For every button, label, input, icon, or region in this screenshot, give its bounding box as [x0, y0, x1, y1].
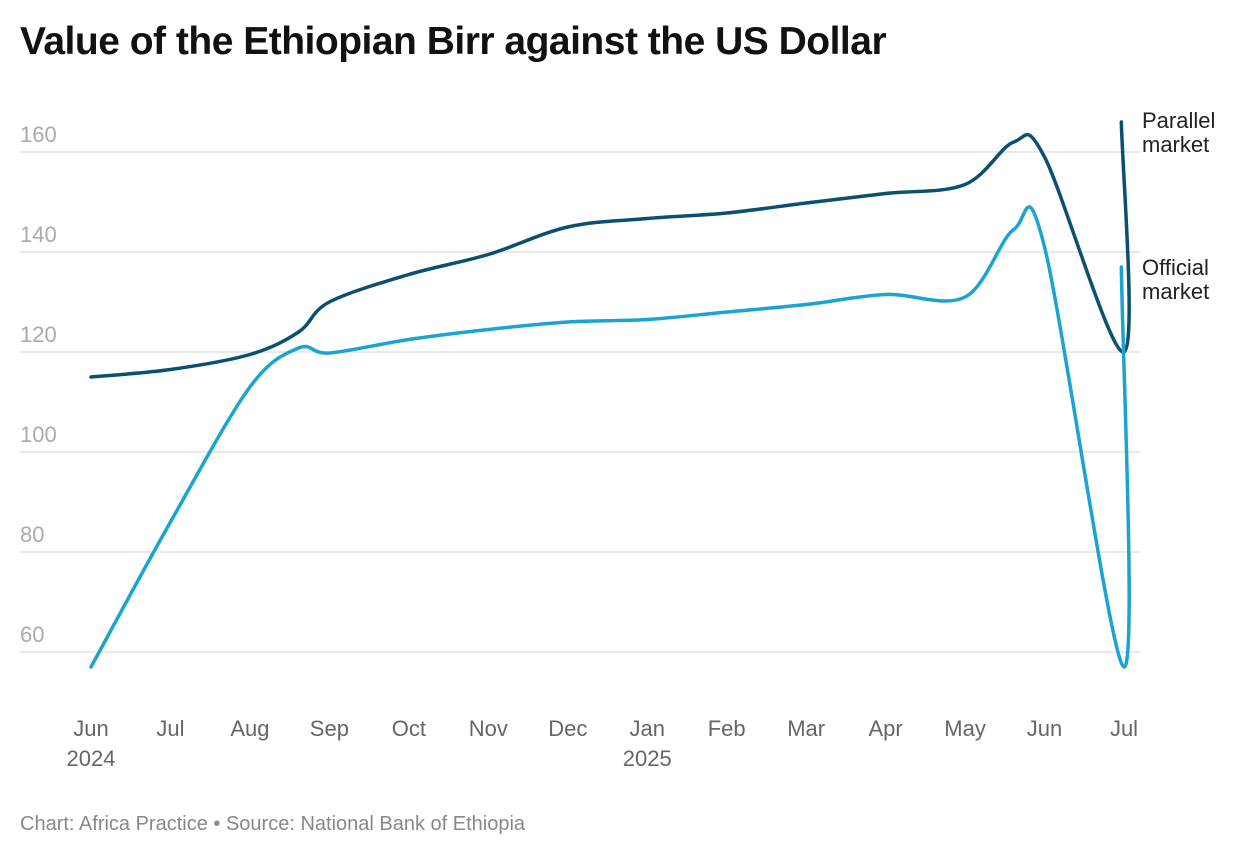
y-tick-label: 120: [20, 322, 57, 347]
series-line-official: [89, 205, 1131, 669]
x-tick-label: May: [944, 716, 986, 741]
x-tick-label: Mar: [787, 716, 825, 741]
chart-title: Value of the Ethiopian Birr against the …: [20, 20, 887, 63]
x-tick-label: Jun: [1027, 716, 1062, 741]
x-tick-year: 2024: [67, 746, 116, 771]
y-tick-label: 160: [20, 122, 57, 147]
x-tick-year: 2025: [623, 746, 672, 771]
x-tick-label: Jun: [73, 716, 108, 741]
y-tick-label: 60: [20, 622, 44, 647]
x-tick-label: Jan: [629, 716, 664, 741]
x-tick-label: Nov: [469, 716, 508, 741]
series-line-parallel: [89, 120, 1131, 379]
x-tick-label: Feb: [708, 716, 746, 741]
x-tick-label: Aug: [230, 716, 269, 741]
chart-footer: Chart: Africa Practice • Source: Nationa…: [20, 813, 526, 835]
y-tick-label: 80: [20, 522, 44, 547]
y-tick-label: 140: [20, 222, 57, 247]
x-tick-label: Dec: [548, 716, 587, 741]
y-tick-label: 100: [20, 422, 57, 447]
x-tick-label: Oct: [392, 716, 426, 741]
x-tick-label: Jul: [1110, 716, 1138, 741]
x-tick-label: Sep: [310, 716, 349, 741]
series-label: Parallel: [1142, 108, 1215, 133]
series-label: market: [1142, 132, 1209, 157]
x-tick-label: Apr: [868, 716, 902, 741]
series-label: Official: [1142, 255, 1209, 280]
series-label: market: [1142, 279, 1209, 304]
x-tick-label: Jul: [156, 716, 184, 741]
